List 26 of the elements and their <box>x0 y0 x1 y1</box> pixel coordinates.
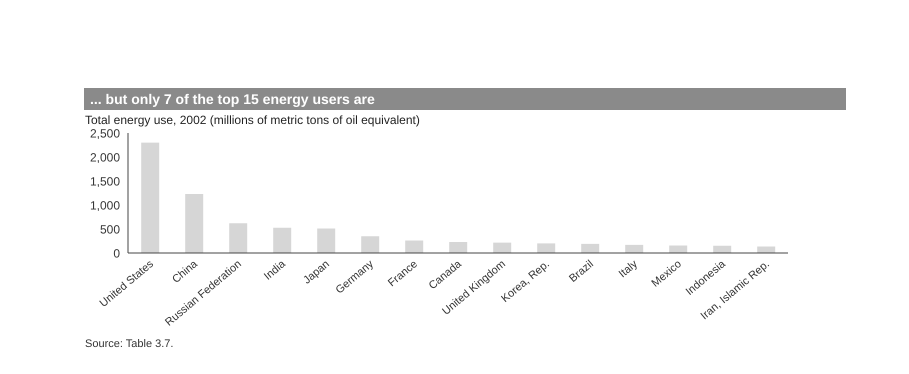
bar <box>537 243 556 253</box>
bar <box>405 240 424 253</box>
bar <box>713 246 732 253</box>
chart-title: ... but only 7 of the top 15 energy users are <box>84 88 846 110</box>
bar <box>185 194 204 253</box>
y-tick-label: 1,500 <box>90 174 120 188</box>
bar <box>273 228 292 253</box>
y-tick-label: 0 <box>113 246 120 260</box>
bar <box>141 142 160 253</box>
bar <box>669 246 688 253</box>
y-tick-label: 2,000 <box>90 150 120 164</box>
bar <box>229 223 248 253</box>
bar <box>449 242 468 253</box>
y-tick-label: 500 <box>100 222 120 236</box>
chart-subtitle: Total energy use, 2002 (millions of metric tons of oil equivalent) <box>85 113 420 127</box>
bar <box>361 236 380 253</box>
x-tick-label: India <box>262 258 289 283</box>
y-tick-label: 2,500 <box>90 126 120 140</box>
bar <box>581 244 600 253</box>
bar <box>317 228 336 253</box>
y-tick-label: 1,000 <box>90 198 120 212</box>
bar <box>625 244 644 253</box>
bar <box>757 246 776 253</box>
source-note: Source: Table 3.7. <box>85 338 174 350</box>
bar <box>493 242 512 253</box>
x-tick-label: Italy <box>616 258 640 280</box>
